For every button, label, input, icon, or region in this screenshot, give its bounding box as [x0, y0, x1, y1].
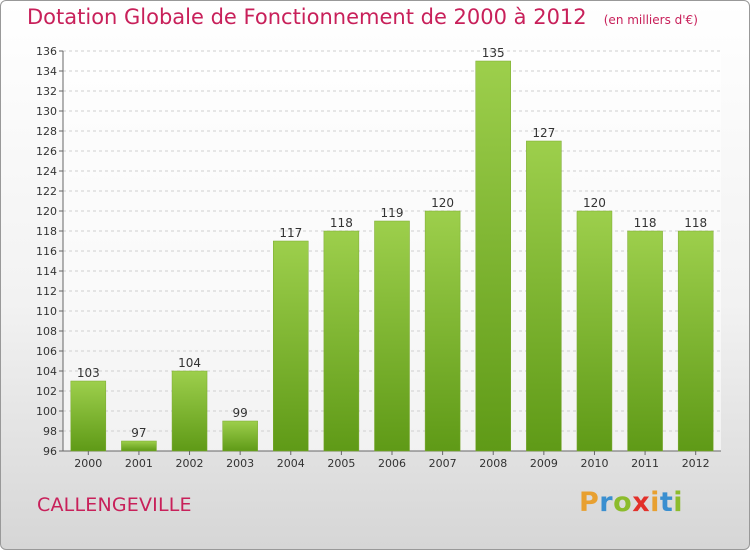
- y-tick-label: 108: [36, 325, 57, 338]
- y-tick-label: 98: [43, 425, 57, 438]
- y-tick-label: 114: [36, 265, 57, 278]
- data-label-2006: 119: [381, 206, 404, 220]
- x-tick-label: 2005: [327, 457, 355, 470]
- bar-2008: [475, 60, 511, 452]
- commune-name: CALLENGEVILLE: [37, 494, 192, 516]
- y-tick-label: 122: [36, 185, 57, 198]
- data-label-2009: 127: [532, 126, 555, 140]
- logo-letter: i: [673, 487, 684, 518]
- bar-2000: [70, 380, 107, 452]
- bar-2009: [526, 140, 562, 452]
- bar-2010: [576, 210, 613, 452]
- data-label-2010: 120: [583, 196, 606, 210]
- y-tick-label: 116: [36, 245, 57, 258]
- x-tick-label: 2008: [479, 457, 507, 470]
- data-label-2000: 103: [77, 366, 100, 380]
- data-label-2004: 117: [279, 226, 302, 240]
- logo-letter: t: [659, 487, 674, 518]
- y-tick-label: 110: [36, 305, 57, 318]
- chart-title-block: Dotation Globale de Fonctionnement de 20…: [27, 5, 698, 29]
- x-tick-label: 2001: [125, 457, 153, 470]
- x-tick-label: 2012: [682, 457, 710, 470]
- data-label-2007: 120: [431, 196, 454, 210]
- chart-unit: (en milliers d'€): [603, 13, 698, 27]
- y-tick-label: 106: [36, 345, 57, 358]
- logo-letter: x: [632, 487, 651, 518]
- y-tick-label: 128: [36, 125, 57, 138]
- y-tick-label: 112: [36, 285, 57, 298]
- data-label-2002: 104: [178, 356, 201, 370]
- bar-2001: [121, 440, 157, 452]
- data-label-2008: 135: [482, 46, 505, 60]
- x-tick-label: 2000: [74, 457, 102, 470]
- data-label-2011: 118: [634, 216, 657, 230]
- data-label-2012: 118: [684, 216, 707, 230]
- x-tick-label: 2007: [429, 457, 457, 470]
- x-tick-label: 2009: [530, 457, 558, 470]
- bar-2012: [677, 230, 714, 452]
- x-tick-label: 2006: [378, 457, 406, 470]
- logo-letter: i: [650, 487, 660, 518]
- proxiti-logo: Proxiti: [579, 487, 683, 518]
- bar-2006: [374, 220, 410, 452]
- y-tick-label: 104: [36, 365, 57, 378]
- data-label-2003: 99: [233, 406, 248, 420]
- logo-letter: P: [579, 487, 600, 518]
- bar-2007: [424, 210, 461, 452]
- bar-2003: [222, 420, 258, 452]
- bar-2005: [323, 230, 360, 452]
- x-tick-label: 2010: [580, 457, 608, 470]
- x-tick-label: 2002: [176, 457, 204, 470]
- y-tick-label: 126: [36, 145, 57, 158]
- y-tick-label: 118: [36, 225, 57, 238]
- logo-letter: o: [613, 487, 633, 518]
- logo-letter: r: [599, 487, 614, 518]
- y-tick-label: 134: [36, 65, 57, 78]
- x-tick-label: 2003: [226, 457, 254, 470]
- bar-2002: [171, 370, 208, 452]
- x-tick-label: 2011: [631, 457, 659, 470]
- chart-title: Dotation Globale de Fonctionnement de 20…: [27, 5, 587, 29]
- data-label-2001: 97: [131, 426, 146, 440]
- y-tick-label: 100: [36, 405, 57, 418]
- bar-2011: [627, 230, 663, 452]
- y-tick-label: 102: [36, 385, 57, 398]
- y-tick-label: 136: [36, 45, 57, 58]
- y-tick-label: 120: [36, 205, 57, 218]
- y-tick-label: 96: [43, 445, 57, 458]
- data-label-2005: 118: [330, 216, 353, 230]
- y-tick-label: 132: [36, 85, 57, 98]
- x-tick-label: 2004: [277, 457, 305, 470]
- y-tick-label: 130: [36, 105, 57, 118]
- bar-2004: [273, 240, 309, 452]
- y-tick-label: 124: [36, 165, 57, 178]
